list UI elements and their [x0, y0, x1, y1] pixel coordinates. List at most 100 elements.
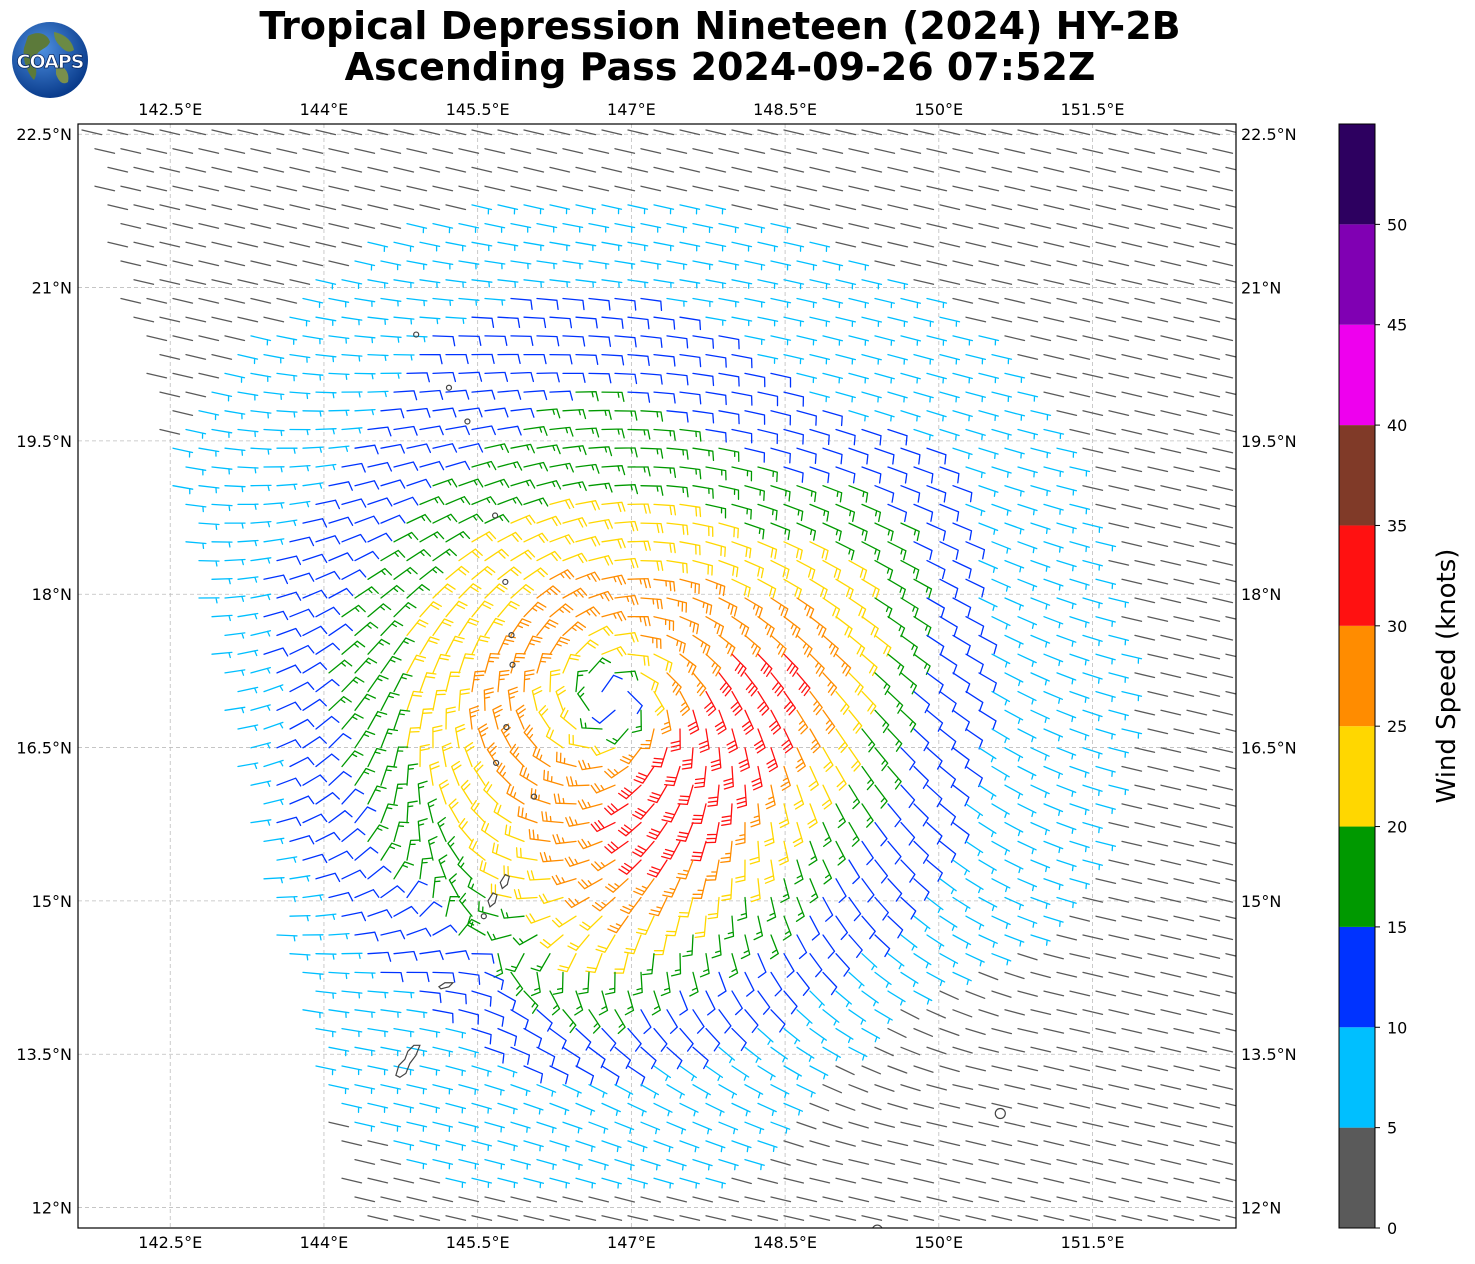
- wind-barb: [328, 659, 353, 674]
- wind-barb: [1082, 971, 1104, 978]
- wind-barb: [1004, 859, 1024, 874]
- wind-barb: [497, 279, 519, 288]
- wind-barb: [500, 908, 525, 919]
- wind-barb: [354, 846, 379, 861]
- wind-barb: [471, 1102, 492, 1114]
- wind-barb: [289, 914, 311, 922]
- wind-barb: [705, 1102, 725, 1117]
- wind-barb: [796, 297, 818, 309]
- wind-barb: [861, 353, 882, 365]
- wind-barb: [471, 1065, 492, 1077]
- wind-barb: [577, 878, 603, 890]
- wind-barb: [939, 1140, 961, 1147]
- wind-barb: [315, 353, 337, 363]
- wind-barb: [744, 1009, 759, 1034]
- wind-barb: [991, 391, 1013, 403]
- wind-barb: [1173, 1140, 1195, 1147]
- wind-barb: [460, 779, 473, 805]
- wind-barb: [900, 222, 922, 229]
- wind-barb: [926, 222, 948, 229]
- wind-barb: [731, 653, 747, 677]
- wind-barb: [731, 1065, 750, 1081]
- wind-barb: [1121, 391, 1143, 398]
- wind-barb: [432, 478, 458, 488]
- wind-barb: [809, 466, 830, 484]
- wind-barb: [1173, 578, 1195, 585]
- wind-barb: [341, 750, 364, 768]
- wind-barb: [614, 260, 636, 270]
- wind-barb: [575, 279, 597, 288]
- wind-barb: [553, 793, 577, 805]
- wind-barbs: [81, 129, 1236, 1221]
- wind-barb: [835, 578, 854, 600]
- lat-tick-label-right: 12°N: [1241, 1199, 1281, 1218]
- wind-barb: [1108, 447, 1130, 454]
- wind-barb: [328, 516, 354, 526]
- wind-barb: [159, 391, 181, 398]
- wind-barb: [549, 603, 574, 618]
- wind-barb: [835, 878, 847, 903]
- wind-barb: [393, 531, 419, 543]
- wind-barb: [887, 1102, 908, 1110]
- wind-barb: [354, 971, 376, 979]
- wind-barb: [822, 185, 844, 192]
- wind-barb: [1199, 503, 1221, 510]
- wind-barb: [1147, 990, 1169, 997]
- wind-barb: [519, 765, 538, 786]
- wind-barb: [1082, 260, 1104, 267]
- wind-barb: [991, 953, 1012, 966]
- wind-barb: [289, 536, 315, 547]
- wind-barb: [276, 297, 298, 304]
- wind-barb: [438, 854, 448, 880]
- wind-barb: [1069, 166, 1091, 173]
- wind-barb: [427, 836, 438, 861]
- wind-barb: [590, 783, 616, 794]
- wind-barb: [302, 894, 324, 901]
- wind-barb: [887, 803, 902, 828]
- wind-barb: [263, 877, 285, 884]
- island-outline: [530, 793, 538, 800]
- wind-barb: [1108, 559, 1130, 566]
- wind-barb: [926, 1121, 948, 1128]
- wind-barb: [753, 915, 764, 941]
- wind-barb: [1056, 185, 1078, 192]
- wind-barb: [1095, 353, 1117, 360]
- wind-barb: [861, 990, 879, 1007]
- wind-barb: [406, 222, 428, 234]
- wind-barb: [536, 480, 562, 490]
- wind-barb: [328, 587, 354, 599]
- wind-barb: [1069, 953, 1091, 959]
- wind-barb: [978, 485, 999, 497]
- wind-barb: [991, 653, 1011, 668]
- wind-barb: [749, 840, 760, 865]
- wind-barb: [1134, 260, 1156, 267]
- wind-barb: [1212, 297, 1234, 304]
- wind-barb: [250, 222, 272, 229]
- wind-barb: [614, 1046, 632, 1069]
- wind-barb: [510, 148, 532, 154]
- wind-barb: [1056, 709, 1077, 723]
- wind-barb: [1212, 1084, 1234, 1090]
- wind-barb: [1173, 953, 1195, 959]
- lat-tick-label-left: 22.5°N: [16, 125, 72, 144]
- wind-barb: [757, 653, 773, 677]
- wind-barb: [874, 1009, 893, 1024]
- wind-barb: [769, 709, 782, 735]
- wind-barb: [1043, 279, 1065, 285]
- colorbar-segment: [1339, 124, 1375, 225]
- wind-barb: [484, 652, 501, 674]
- wind-barb: [796, 597, 815, 619]
- wind-barb: [926, 971, 946, 987]
- wind-barb: [939, 1177, 961, 1184]
- wind-barb: [354, 889, 380, 899]
- wind-barb: [1043, 653, 1064, 667]
- wind-barb: [211, 466, 233, 475]
- wind-barb: [185, 428, 207, 439]
- wind-barb: [792, 821, 804, 847]
- wind-barb: [354, 586, 379, 599]
- lon-tick-label-top: 144°E: [300, 100, 349, 119]
- wind-barb: [809, 578, 828, 600]
- wind-barb: [1108, 260, 1130, 267]
- wind-barb: [874, 297, 896, 309]
- wind-barb: [1108, 859, 1130, 866]
